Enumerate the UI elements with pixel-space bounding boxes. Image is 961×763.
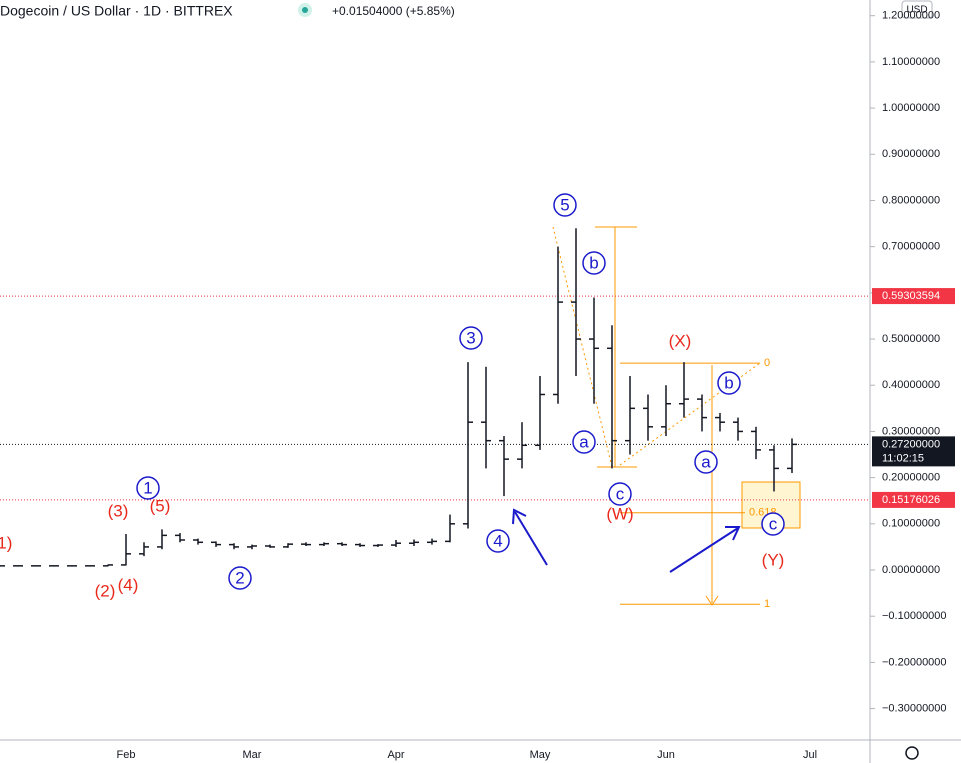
wave-label: (3) xyxy=(108,501,129,520)
wave-circle xyxy=(486,529,510,553)
price-label: 0.27200000 xyxy=(882,438,940,450)
y-tick-label: 0.00000000 xyxy=(882,564,940,576)
status-dot xyxy=(302,7,308,13)
wave-circle xyxy=(608,482,632,506)
y-tick-label: 0.90000000 xyxy=(882,148,940,160)
wave-label: a xyxy=(701,452,711,471)
fib-label: 0 xyxy=(764,357,770,369)
y-tick-label: −0.30000000 xyxy=(882,702,947,714)
y-tick-label: −0.10000000 xyxy=(882,610,947,622)
wave-label: 2 xyxy=(235,568,244,587)
x-tick-label: Apr xyxy=(387,749,404,761)
y-tick-label: 1.20000000 xyxy=(882,10,940,22)
arrows xyxy=(512,508,741,573)
wave-label: b xyxy=(589,253,598,272)
wave-circle xyxy=(694,450,718,474)
y-tick-label: 0.20000000 xyxy=(882,472,940,484)
price-label-box xyxy=(872,288,955,305)
price-label: 0.15176026 xyxy=(882,494,940,506)
wave-label: (Y) xyxy=(762,550,785,569)
fib-label: 1 xyxy=(764,598,770,610)
y-tick-label: 0.30000000 xyxy=(882,425,940,437)
wave-circle xyxy=(761,512,785,536)
y-tick-label: 1.10000000 xyxy=(882,56,940,68)
y-tick-label: 0.10000000 xyxy=(882,518,940,530)
price-change: +0.01504000 (+5.85%) xyxy=(332,4,455,18)
wave-circle xyxy=(553,193,577,217)
wave-circle xyxy=(136,476,160,500)
x-tick-label: Mar xyxy=(243,749,262,761)
wave-label: 4 xyxy=(493,531,502,550)
wave-label: c xyxy=(769,514,778,533)
wave-label: 1 xyxy=(143,478,152,497)
wave-label: 5 xyxy=(560,195,569,214)
wave-label: (2) xyxy=(95,581,116,600)
y-tick-label: 0.50000000 xyxy=(882,333,940,345)
wave-circle xyxy=(572,430,596,454)
settings-icon[interactable] xyxy=(905,746,919,760)
wave-circle xyxy=(717,371,741,395)
x-tick-label: May xyxy=(530,749,551,761)
chart-title: Dogecoin / US Dollar · 1D · BITTREX xyxy=(0,3,233,19)
y-tick-label: 0.70000000 xyxy=(882,241,940,253)
wave-label: (X) xyxy=(669,331,692,350)
wave-label: c xyxy=(616,484,625,503)
price-label: 0.59303594 xyxy=(882,290,940,302)
currency[interactable]: USD xyxy=(906,5,927,16)
countdown: 11:02:15 xyxy=(882,452,924,464)
y-tick-label: −0.20000000 xyxy=(882,656,947,668)
wave-circle xyxy=(228,566,252,590)
wave-label: 3 xyxy=(466,328,475,347)
wave-label: (W) xyxy=(606,504,633,523)
wave-label: (4) xyxy=(118,575,139,594)
wave-circle xyxy=(459,326,483,350)
wave-label: b xyxy=(724,373,733,392)
x-tick-label: Jun xyxy=(657,749,675,761)
y-tick-label: 0.40000000 xyxy=(882,379,940,391)
y-tick-label: 1.00000000 xyxy=(882,102,940,114)
wave-label: (1) xyxy=(0,533,12,552)
x-tick-label: Feb xyxy=(117,749,136,761)
wave-circle xyxy=(582,251,606,275)
wave-label: a xyxy=(579,432,589,451)
price-label-box xyxy=(872,491,955,508)
fib-drawing xyxy=(552,226,761,606)
x-tick-label: Jul xyxy=(803,749,817,761)
wave-label: (5) xyxy=(150,496,171,515)
currency-box[interactable] xyxy=(901,0,933,19)
y-tick-label: 0.80000000 xyxy=(882,194,940,206)
price-label-box xyxy=(872,436,955,467)
